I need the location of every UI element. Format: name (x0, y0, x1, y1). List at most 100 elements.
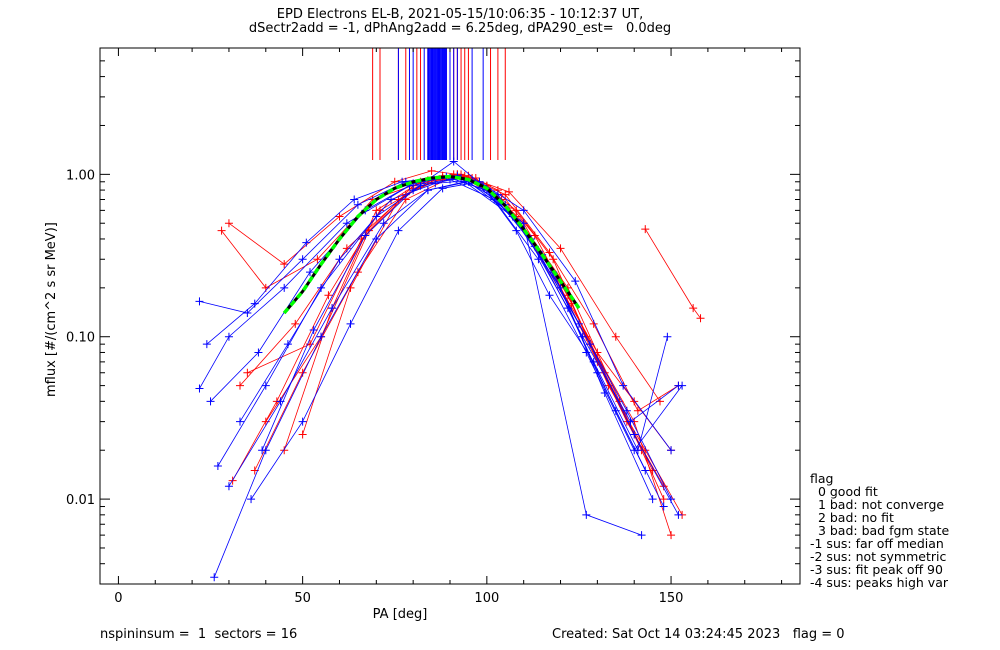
red-data-point (224, 219, 233, 228)
blue-data-point (361, 231, 370, 240)
blue-data-point (534, 255, 543, 264)
blue-data-point (659, 502, 668, 511)
blue-series-line (239, 179, 665, 507)
legend-title: flag (810, 471, 834, 486)
blue-data-point (309, 326, 318, 335)
blue-data-point (298, 255, 307, 264)
blue-data-point (306, 268, 314, 277)
blue-data-point (224, 332, 233, 341)
blue-data-point (298, 417, 307, 426)
blue-data-point (236, 417, 244, 426)
red-data-point (236, 381, 244, 390)
blue-data-point (586, 340, 594, 349)
blue-data-point (438, 184, 447, 193)
legend-item-5: -2 sus: not symmetric (810, 549, 947, 564)
blue-data-point (630, 430, 639, 439)
blue-data-point (582, 348, 591, 357)
blue-data-point (372, 234, 381, 243)
red-data-point (376, 206, 384, 215)
red-data-point (280, 446, 289, 455)
blue-data-point (342, 219, 351, 228)
blue-data-point (663, 332, 672, 341)
legend-item-0: 0 good fit (810, 484, 878, 499)
blue-data-point (637, 531, 646, 540)
red-data-point (298, 430, 307, 439)
blue-data-point (335, 255, 344, 264)
red-data-point (667, 531, 676, 540)
footer-created-info: Created: Sat Oct 14 03:24:45 2023 flag =… (552, 627, 845, 642)
red-data-point (549, 255, 558, 264)
blue-data-point (431, 179, 440, 188)
red-data-point (556, 244, 565, 253)
blue-data-point (224, 482, 233, 491)
blue-data-point (206, 397, 215, 406)
blue-data-point (630, 446, 639, 455)
blue-data-point (578, 332, 587, 341)
red-series-line (228, 170, 672, 451)
x-tick-label: 100 (474, 591, 499, 606)
blue-data-point (280, 283, 289, 292)
red-series-line (239, 175, 683, 515)
red-data-point (689, 304, 698, 313)
red-series-line (644, 228, 701, 319)
red-data-point (641, 225, 650, 234)
x-tick-label: 0 (114, 591, 122, 606)
blue-data-point (258, 446, 267, 455)
blue-data-point (667, 446, 676, 455)
blue-data-point (353, 200, 362, 209)
blue-data-point (556, 283, 565, 292)
legend-item-4: -1 sus: far off median (810, 536, 944, 551)
blue-data-point (512, 226, 521, 235)
red-data-point (504, 187, 513, 196)
red-data-point (280, 260, 289, 269)
blue-data-point (195, 384, 204, 393)
blue-data-point (346, 319, 355, 328)
red-data-point (611, 332, 620, 341)
blue-data-point (350, 195, 359, 204)
red-series-line (247, 173, 679, 412)
blue-series-line (213, 181, 642, 578)
red-data-point (291, 319, 300, 328)
y-tick-label: 0.10 (66, 331, 95, 346)
blue-data-point (582, 510, 591, 519)
red-data-point (696, 314, 705, 323)
blue-data-point (210, 573, 219, 582)
blue-data-point (202, 340, 211, 349)
blue-data-point (545, 291, 554, 300)
red-data-point (217, 226, 226, 235)
legend-item-1: 1 bad: not converge (810, 497, 945, 512)
blue-data-point (423, 186, 432, 195)
blue-data-point (379, 219, 388, 228)
legend-item-2: 2 bad: no fit (810, 510, 894, 525)
x-tick-label: 50 (294, 591, 311, 606)
blue-series-line (250, 181, 672, 500)
chart-title: EPD Electrons EL-B, 2021-05-15/10:06:35 … (276, 7, 644, 22)
blue-data-point (247, 495, 256, 504)
x-axis-label: PA [deg] (373, 607, 428, 622)
blue-data-point (674, 510, 683, 519)
blue-data-point (261, 381, 270, 390)
blue-data-point (328, 304, 337, 313)
blue-data-point (449, 157, 458, 166)
y-axis-label: mflux [#/(cm^2 s sr MeV)] (44, 222, 59, 397)
red-data-point (335, 212, 344, 221)
red-data-point (243, 368, 252, 377)
red-data-point (659, 495, 668, 504)
fit-curve-green-dashed (282, 174, 581, 315)
y-tick-label: 0.01 (66, 493, 95, 508)
blue-data-point (254, 348, 263, 357)
red-data-point (633, 406, 642, 415)
blue-data-point (250, 299, 259, 308)
red-series-line (302, 175, 642, 451)
legend-item-3: 3 bad: bad fgm state (810, 523, 950, 538)
blue-data-point (619, 381, 628, 390)
legend-item-6: -3 sus: fit peak off 90 (810, 562, 943, 577)
blue-data-point (213, 461, 222, 470)
blue-data-point (626, 417, 635, 426)
blue-data-point (519, 206, 528, 215)
red-series-line (232, 177, 665, 500)
blue-data-point (409, 186, 418, 195)
blue-data-point (394, 226, 403, 235)
blue-series-line (199, 177, 672, 500)
